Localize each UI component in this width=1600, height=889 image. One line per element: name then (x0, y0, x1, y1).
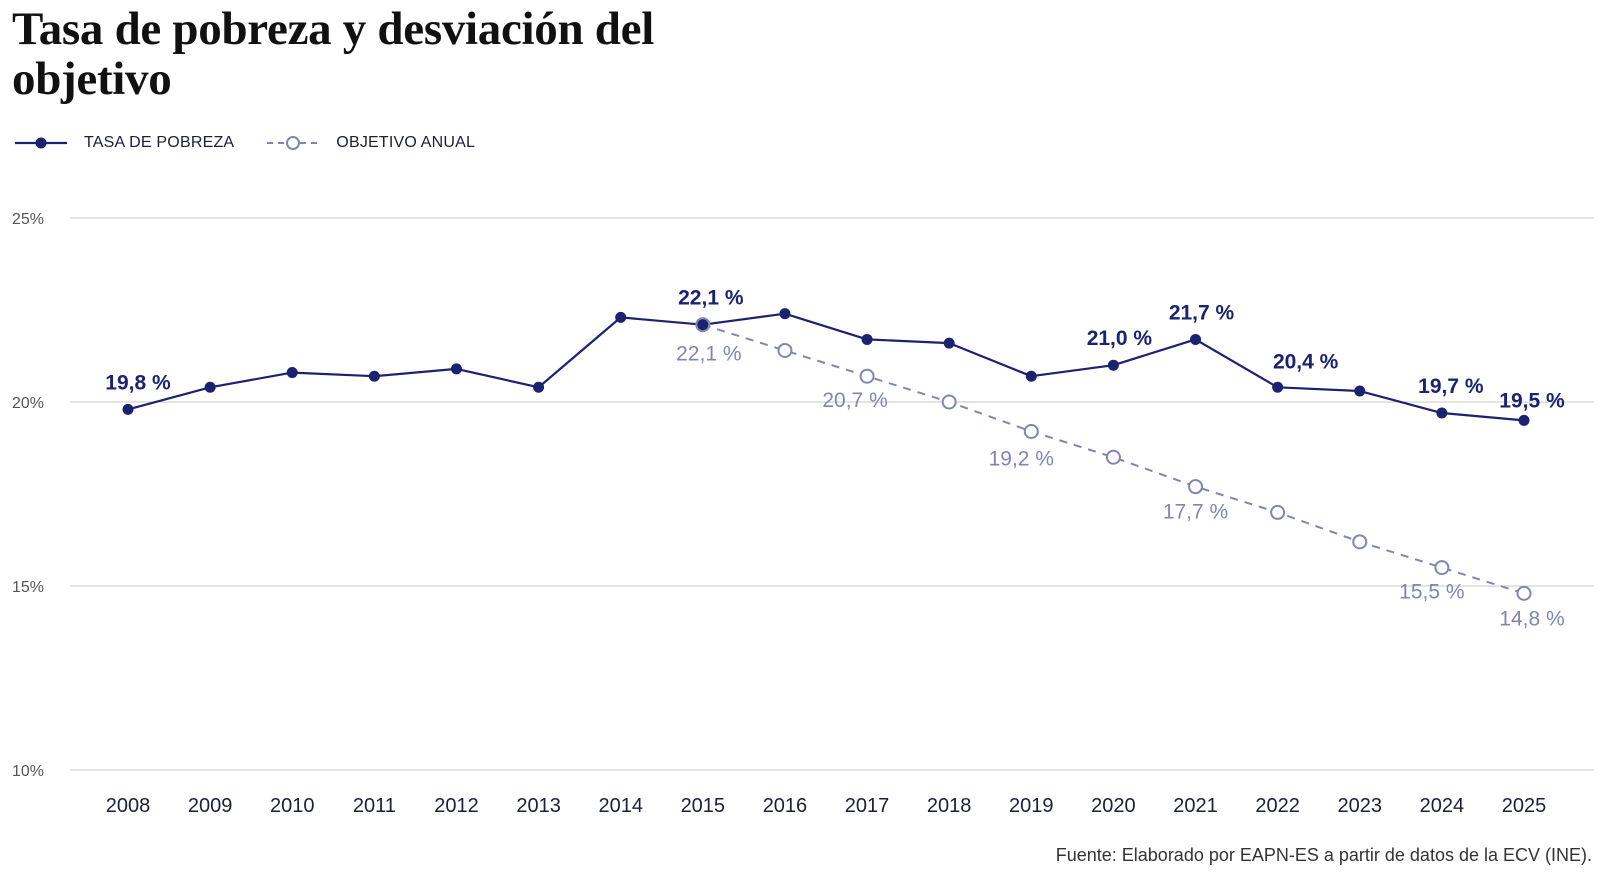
data-label-tasa-de-pobreza-2022: 20,4 % (1273, 350, 1339, 373)
x-tick-label-2021: 2021 (1173, 795, 1218, 817)
series-line-tasa-de-pobreza (127, 312, 1525, 422)
data-label-objetivo-anual-2021: 17,7 % (1163, 501, 1228, 524)
x-tick-label-2020: 2020 (1091, 795, 1136, 817)
x-tick-label-2023: 2023 (1338, 795, 1383, 817)
legend-label-objetivo-anual: OBJETIVO ANUAL (336, 134, 476, 151)
point-tasa-de-pobreza-2020 (1107, 359, 1119, 371)
y-tick-label-20: 20% (12, 395, 44, 412)
point-tasa-de-pobreza-2010 (286, 367, 298, 379)
point-objetivo-anual-2025 (1516, 585, 1532, 601)
x-tick-label-2017: 2017 (845, 795, 890, 817)
point-objetivo-anual-2023 (1352, 534, 1368, 550)
chart-title: Tasa de pobreza y desviación del objetiv… (12, 3, 654, 105)
legend-swatch-solid-filled-icon (15, 137, 67, 149)
point-objetivo-anual-2024 (1434, 560, 1450, 576)
point-tasa-de-pobreza-2021 (1190, 333, 1202, 345)
point-tasa-de-pobreza-2014 (615, 311, 627, 323)
point-objetivo-anual-2017 (859, 368, 875, 384)
y-tick-label-15: 15% (12, 579, 44, 596)
point-tasa-de-pobreza-2013 (533, 381, 545, 393)
point-tasa-de-pobreza-2025 (1518, 414, 1530, 426)
point-tasa-de-pobreza-2024 (1436, 407, 1448, 419)
point-tasa-de-pobreza-2023 (1354, 385, 1366, 397)
legend-item-tasa-de-pobreza: TASA DE POBREZA (14, 133, 234, 153)
x-tick-label-2012: 2012 (434, 795, 479, 817)
x-tick-label-2019: 2019 (1009, 795, 1054, 817)
point-objetivo-anual-2016 (777, 342, 793, 358)
x-tick-label-2011: 2011 (353, 795, 396, 817)
x-tick-label-2015: 2015 (681, 795, 726, 817)
x-tick-label-2014: 2014 (598, 795, 643, 817)
point-tasa-de-pobreza-2012 (450, 363, 462, 375)
series-line-objetivo-anual (702, 323, 1525, 595)
point-objetivo-anual-2020 (1105, 449, 1121, 465)
data-label-tasa-de-pobreza-2024: 19,7 % (1418, 375, 1484, 398)
data-label-objetivo-anual-2024: 15,5 % (1399, 581, 1464, 604)
point-objetivo-anual-2022 (1270, 504, 1286, 520)
data-label-tasa-de-pobreza-2015: 22,1 % (678, 287, 744, 310)
data-label-tasa-de-pobreza-2020: 21,0 % (1087, 327, 1153, 350)
y-tick-label-25: 25% (12, 211, 44, 228)
data-label-objetivo-anual-2015: 22,1 % (676, 343, 741, 366)
point-tasa-de-pobreza-2019 (1025, 370, 1037, 382)
data-label-tasa-de-pobreza-2021: 21,7 % (1169, 301, 1235, 324)
legend-swatch-dashed-open-icon (267, 136, 320, 150)
point-objetivo-anual-2019 (1023, 423, 1039, 439)
data-label-objetivo-anual-2019: 19,2 % (989, 447, 1054, 470)
point-tasa-de-pobreza-2022 (1272, 381, 1284, 393)
x-tick-label-2016: 2016 (763, 795, 808, 817)
point-tasa-de-pobreza-2015 (697, 319, 709, 331)
source-note: Fuente: Elaborado por EAPN-ES a partir d… (1055, 845, 1592, 865)
chart-legend: TASA DE POBREZA OBJETIVO ANUAL (14, 131, 507, 155)
data-label-objetivo-anual-2017: 20,7 % (822, 389, 887, 412)
point-tasa-de-pobreza-2018 (943, 337, 955, 349)
legend-label-tasa-de-pobreza: TASA DE POBREZA (84, 134, 235, 151)
point-tasa-de-pobreza-2017 (861, 333, 873, 345)
x-tick-label-2010: 2010 (270, 795, 315, 817)
legend-item-objetivo-anual: OBJETIVO ANUAL (266, 133, 475, 153)
x-tick-label-2025: 2025 (1502, 795, 1547, 817)
x-tick-label-2024: 2024 (1420, 795, 1465, 817)
data-label-tasa-de-pobreza-2008: 19,8 % (105, 371, 171, 394)
point-tasa-de-pobreza-2008 (122, 403, 134, 415)
data-label-tasa-de-pobreza-2025: 19,5 % (1499, 389, 1565, 412)
x-tick-label-2008: 2008 (106, 795, 151, 817)
point-tasa-de-pobreza-2016 (779, 308, 791, 320)
x-tick-label-2013: 2013 (516, 795, 561, 817)
data-label-objetivo-anual-2025: 14,8 % (1499, 607, 1564, 630)
x-tick-label-2022: 2022 (1255, 795, 1300, 817)
y-tick-label-10: 10% (12, 763, 44, 780)
point-objetivo-anual-2018 (941, 394, 957, 410)
point-objetivo-anual-2021 (1188, 479, 1204, 495)
point-tasa-de-pobreza-2011 (368, 370, 380, 382)
x-tick-label-2018: 2018 (927, 795, 972, 817)
point-tasa-de-pobreza-2009 (204, 381, 216, 393)
x-tick-label-2009: 2009 (188, 795, 233, 817)
